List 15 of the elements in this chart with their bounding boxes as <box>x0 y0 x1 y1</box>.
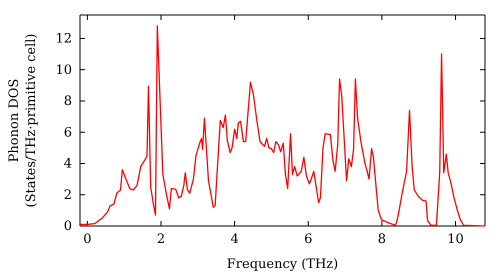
x-tick-label: 6 <box>304 232 312 248</box>
y-tick-label: 2 <box>64 188 72 203</box>
y-tick-label: 8 <box>64 94 72 110</box>
x-axis-title: Frequency (THz) <box>226 257 338 272</box>
y-tick-label: 4 <box>64 156 72 172</box>
x-tick-label: 8 <box>378 232 386 248</box>
y-tick-label: 10 <box>55 62 72 78</box>
y-tick-label: 0 <box>64 219 72 234</box>
x-tick-label: 2 <box>156 232 166 248</box>
x-tick-label: 10 <box>447 232 464 248</box>
x-tick-label: 0 <box>83 232 92 248</box>
y-axis-title: Phonon DOS (States/THz·primitive cell) <box>7 33 39 208</box>
y-tick-label: 12 <box>55 32 72 47</box>
x-tick-label: 4 <box>230 232 239 248</box>
y-tick-label: 6 <box>64 125 72 140</box>
